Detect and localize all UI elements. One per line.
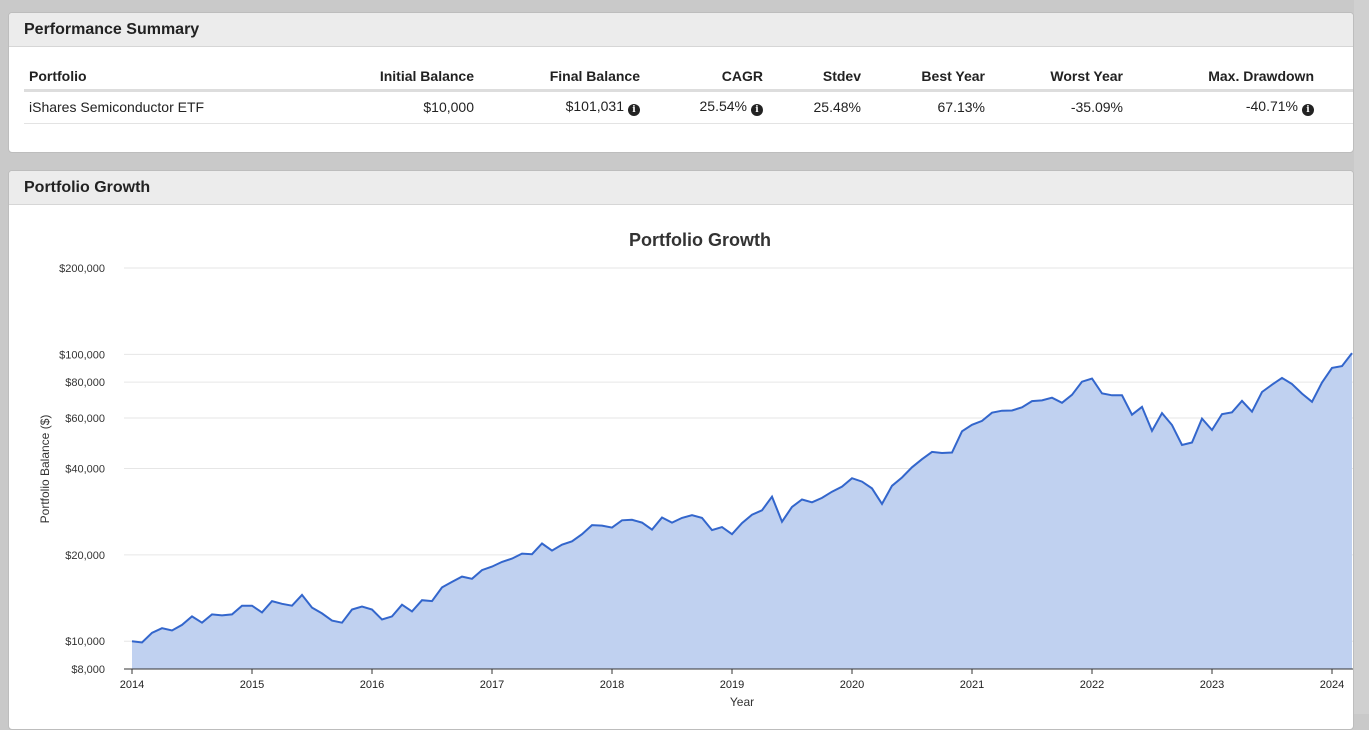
cell-spacer: [1314, 90, 1353, 124]
x-tick-label: 2024: [1320, 679, 1344, 691]
y-tick-label: $200,000: [59, 263, 105, 275]
x-tick-label: 2015: [240, 679, 264, 691]
cell-portfolio: iShares Semiconductor ETF: [24, 90, 252, 124]
growth-line: [131, 352, 1353, 644]
page-scroll-gutter: [1354, 0, 1369, 714]
y-tick-label: $40,000: [65, 464, 105, 476]
col-stdev: Stdev: [763, 63, 861, 92]
cell-cagr: 25.54% i: [640, 90, 763, 124]
info-circle-icon[interactable]: i: [628, 104, 640, 116]
y-tick-label: $100,000: [59, 349, 105, 361]
info-circle-icon[interactable]: i: [1302, 104, 1314, 116]
y-tick-label: $60,000: [65, 413, 105, 425]
x-tick-label: 2019: [720, 679, 744, 691]
cell-stdev: 25.48%: [763, 90, 861, 124]
x-tick-label: 2017: [480, 679, 504, 691]
col-cagr: CAGR: [640, 63, 763, 92]
col-portfolio: Portfolio: [24, 63, 252, 92]
y-tick-label: $20,000: [65, 550, 105, 562]
x-tick-label: 2023: [1200, 679, 1224, 691]
y-tick-label: $8,000: [71, 664, 105, 676]
cell-best-year: 67.13%: [861, 90, 985, 124]
col-max-drawdown: Max. Drawdown: [1123, 63, 1314, 92]
table-row: iShares Semiconductor ETF $10,000 $101,0…: [24, 90, 1353, 124]
max-drawdown-value: -40.71%: [1245, 98, 1298, 114]
y-tick-label: $10,000: [65, 636, 105, 648]
table-header-row: Portfolio Initial Balance Final Balance …: [24, 63, 1353, 92]
x-tick-label: 2018: [600, 679, 624, 691]
chart-title: Portfolio Growth: [629, 230, 771, 250]
performance-summary-header: Performance Summary: [9, 13, 1353, 47]
cell-initial-balance: $10,000: [252, 90, 474, 124]
col-best-year: Best Year: [861, 63, 985, 92]
final-balance-value: $101,031: [565, 98, 624, 114]
performance-summary-panel: Performance Summary Portfolio Initial Ba…: [8, 12, 1354, 153]
cagr-value: 25.54%: [699, 98, 747, 114]
x-tick-label: 2022: [1080, 679, 1104, 691]
cell-worst-year: -35.09%: [985, 90, 1123, 124]
growth-area: [132, 353, 1352, 669]
col-worst-year: Worst Year: [985, 63, 1123, 92]
x-tick-label: 2014: [120, 679, 144, 691]
portfolio-growth-panel: Portfolio Growth Portfolio Growth $8,000 $…: [8, 170, 1354, 730]
y-tick-label: $80,000: [65, 377, 105, 389]
col-final-balance: Final Balance: [474, 63, 640, 92]
performance-summary-table: Portfolio Initial Balance Final Balance …: [24, 63, 1353, 124]
y-axis-label: Portfolio Balance ($): [38, 415, 52, 524]
x-axis-label: Year: [730, 695, 754, 709]
x-tick-label: 2016: [360, 679, 384, 691]
portfolio-growth-header: Portfolio Growth: [9, 171, 1353, 205]
info-circle-icon[interactable]: i: [751, 104, 763, 116]
x-tick-label: 2020: [840, 679, 864, 691]
cell-max-drawdown: -40.71% i: [1123, 90, 1314, 124]
cell-final-balance: $101,031 i: [474, 90, 640, 124]
col-spacer: [1314, 63, 1353, 92]
col-initial-balance: Initial Balance: [252, 63, 474, 92]
x-tick-label: 2021: [960, 679, 984, 691]
portfolio-growth-chart: Portfolio Growth $8,000 $10,000 $20,000 $40,…: [38, 230, 1353, 709]
